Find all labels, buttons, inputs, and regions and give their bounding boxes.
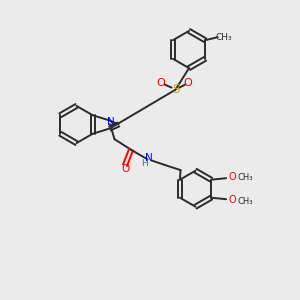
Text: S: S xyxy=(172,83,179,96)
Text: H: H xyxy=(141,159,148,168)
Text: CH₃: CH₃ xyxy=(238,196,253,206)
Text: O: O xyxy=(121,164,129,175)
Text: O: O xyxy=(184,78,193,88)
Text: N: N xyxy=(107,117,115,127)
Text: CH₃: CH₃ xyxy=(216,33,232,42)
Text: O: O xyxy=(157,78,166,88)
Text: O: O xyxy=(228,195,236,206)
Text: CH₃: CH₃ xyxy=(238,173,253,182)
Text: N: N xyxy=(145,153,153,164)
Text: O: O xyxy=(228,172,236,182)
